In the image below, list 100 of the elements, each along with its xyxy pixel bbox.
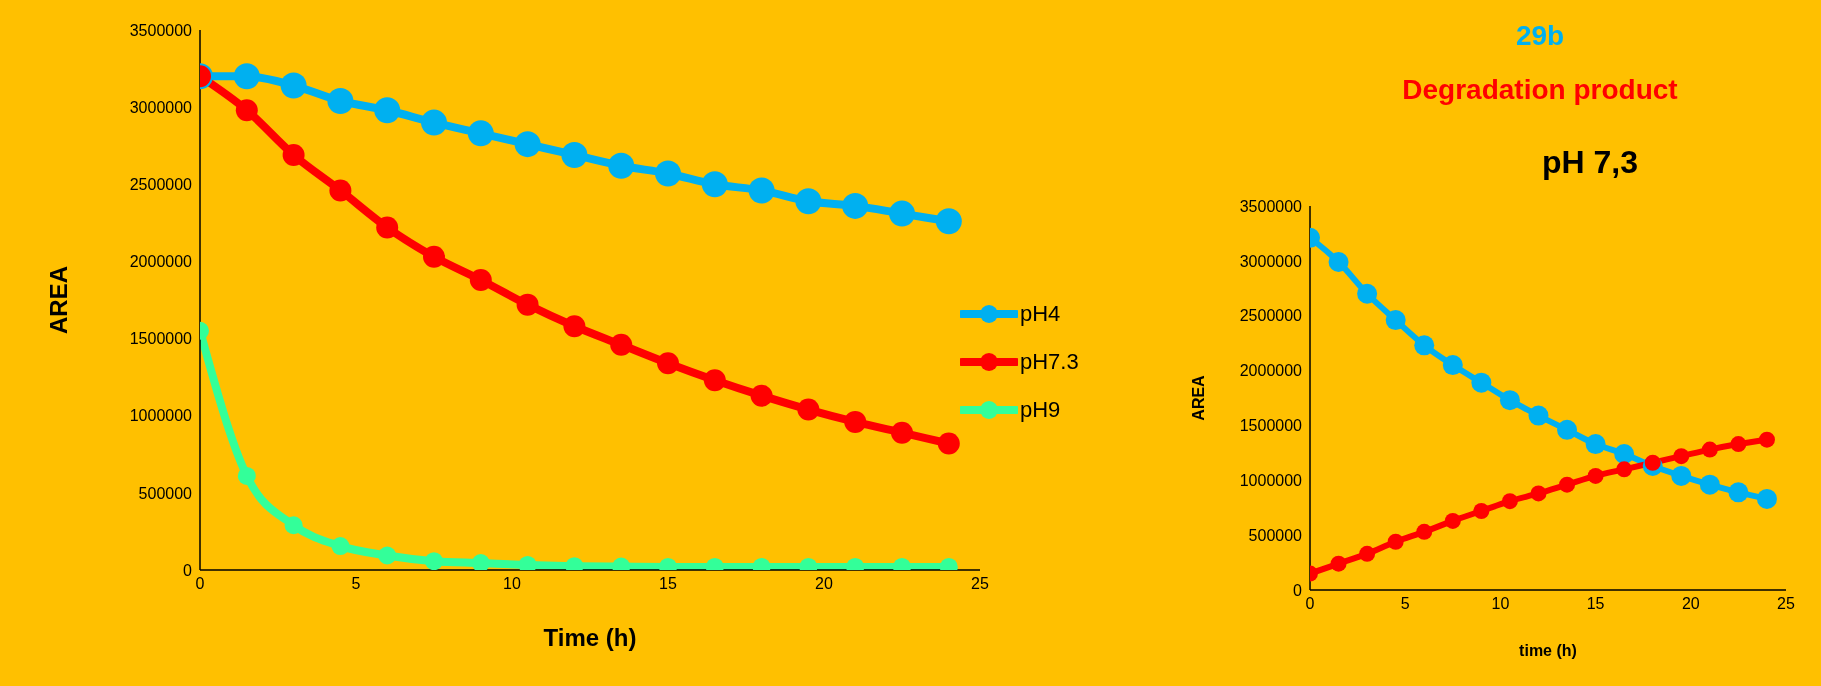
point: [935, 208, 962, 235]
y-tick-label: 3500000: [1239, 197, 1303, 215]
y-tick-label: 2500000: [129, 175, 193, 193]
point: [795, 188, 822, 215]
y-tick-label: 1000000: [1239, 471, 1303, 489]
point: [1442, 355, 1463, 376]
point: [842, 192, 869, 219]
point: [889, 200, 915, 227]
y-tick-label: 3000000: [129, 98, 193, 116]
text: Degradation product: [1401, 74, 1679, 106]
point: [467, 120, 494, 147]
point: [561, 141, 588, 168]
point: [1699, 474, 1720, 495]
point: [282, 143, 305, 166]
y-tick-label: 0: [183, 561, 193, 579]
point: [750, 384, 773, 407]
point: [237, 466, 256, 485]
point: [891, 421, 913, 444]
point: [376, 216, 399, 239]
x-tick-label: 10: [1491, 595, 1510, 613]
point: [469, 268, 492, 291]
point: [1728, 482, 1749, 503]
point: [378, 546, 397, 565]
x-tick-label: 20: [1681, 595, 1700, 613]
x-tick-label: 5: [351, 575, 361, 593]
point: [657, 352, 679, 375]
point: [280, 72, 307, 99]
point: [1416, 523, 1433, 540]
point: [1385, 310, 1406, 331]
point: [1614, 443, 1635, 464]
y-tick-label: 3500000: [129, 21, 193, 39]
point: [1330, 555, 1347, 572]
point: [844, 410, 867, 433]
point: [655, 160, 681, 187]
y-tick-label: 1500000: [1239, 417, 1303, 435]
x-tick-label: 0: [195, 575, 205, 593]
y-axis-title: AREA: [1189, 374, 1207, 421]
point: [937, 432, 960, 455]
point: [1499, 390, 1520, 411]
y-tick-label: 2500000: [1239, 307, 1303, 325]
point: [425, 552, 443, 570]
point: [1501, 493, 1518, 510]
point: [1444, 512, 1461, 529]
point: [327, 87, 354, 114]
point: [1701, 441, 1718, 458]
legend-label: pH9: [1020, 397, 1061, 423]
point: [1528, 405, 1549, 426]
point: [1756, 488, 1777, 509]
point: [1616, 461, 1633, 478]
point: [284, 516, 303, 535]
text: 29b: [1514, 20, 1566, 52]
point: [516, 293, 539, 316]
point: [610, 333, 633, 356]
point: [1328, 251, 1349, 272]
x-axis-title: time (h): [1519, 642, 1577, 659]
x-axis-title: Time (h): [543, 624, 637, 651]
point: [471, 554, 490, 570]
point: [1559, 476, 1576, 493]
y-axis-title: AREA: [44, 265, 72, 335]
point: [329, 179, 352, 202]
point: [701, 171, 728, 198]
point: [1758, 431, 1775, 448]
y-tick-label: 2000000: [1239, 362, 1303, 380]
x-tick-label: 25: [1777, 595, 1795, 613]
y-tick-label: 2000000: [129, 253, 193, 271]
x-tick-label: 25: [971, 575, 989, 593]
point: [1473, 503, 1490, 520]
point: [1530, 485, 1547, 502]
legend-label: pH4: [1020, 301, 1061, 327]
chart-title: pH 7,3: [1541, 144, 1639, 181]
y-tick-label: 500000: [1248, 526, 1303, 544]
x-tick-label: 15: [1586, 595, 1605, 613]
point: [331, 537, 350, 556]
x-tick-label: 10: [503, 575, 521, 593]
point: [1414, 335, 1435, 356]
point: [1671, 465, 1692, 486]
point: [1585, 434, 1606, 455]
point: [1587, 467, 1604, 484]
point: [1557, 419, 1578, 440]
point: [235, 99, 258, 122]
y-tick-label: 3000000: [1239, 252, 1303, 270]
legend-label: pH7.3: [1020, 349, 1079, 375]
point: [233, 63, 260, 90]
y-tick-label: 1000000: [129, 407, 193, 425]
point: [421, 109, 447, 136]
x-tick-label: 5: [1400, 595, 1410, 613]
point: [1387, 533, 1404, 550]
point: [563, 315, 586, 338]
y-tick-label: 500000: [138, 484, 193, 502]
point: [423, 245, 445, 268]
point: [608, 152, 635, 179]
point: [1673, 448, 1690, 465]
point: [1730, 436, 1747, 453]
point: [748, 177, 775, 204]
point: [1471, 372, 1492, 393]
x-tick-label: 20: [815, 575, 833, 593]
x-tick-label: 0: [1305, 595, 1315, 613]
point: [1359, 545, 1376, 562]
y-tick-label: 1500000: [129, 330, 193, 348]
point: [514, 131, 541, 158]
